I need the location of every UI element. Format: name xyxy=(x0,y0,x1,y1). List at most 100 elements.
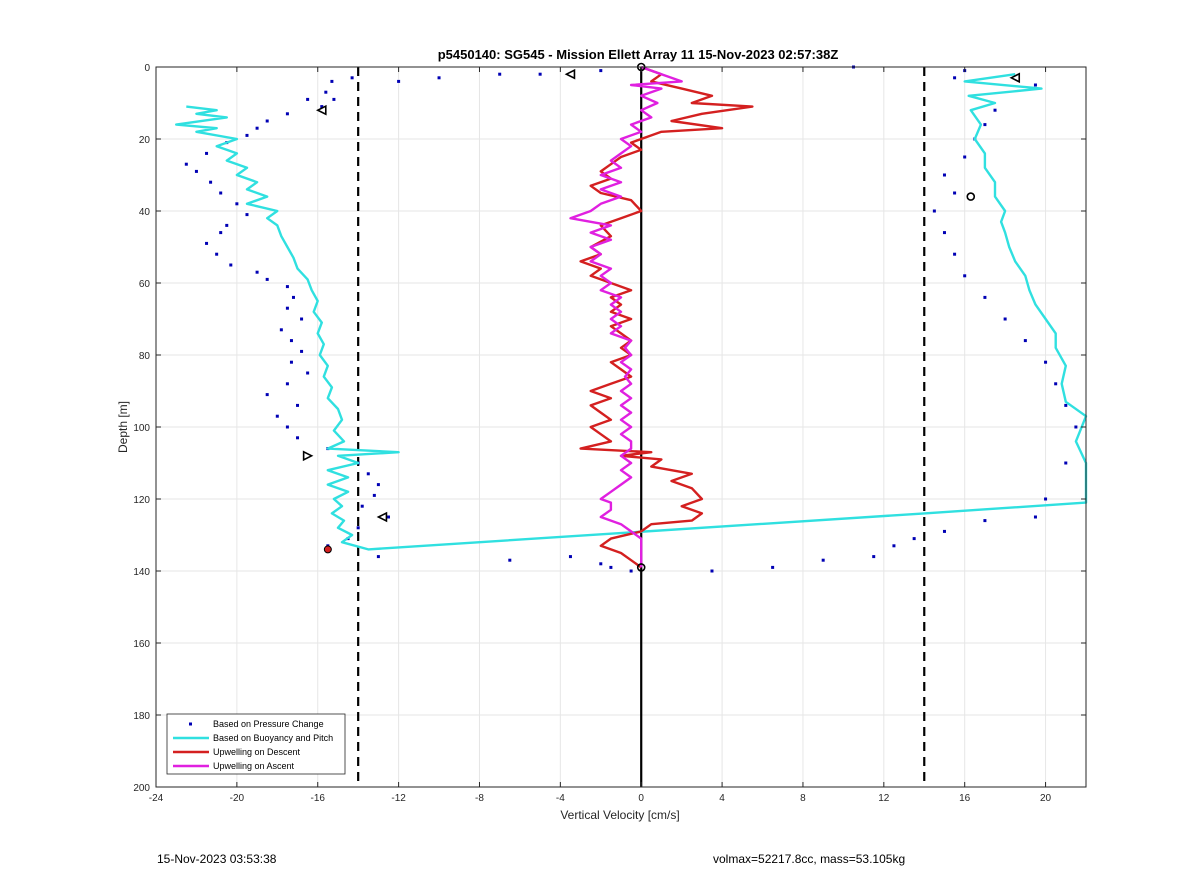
pressure-change-point xyxy=(265,119,269,123)
pressure-change-point xyxy=(568,555,572,559)
pressure-change-point xyxy=(710,569,714,573)
pressure-change-point xyxy=(599,69,603,73)
pressure-change-point xyxy=(285,382,289,386)
pressure-change-point xyxy=(963,274,967,278)
triangle-marker xyxy=(564,68,576,80)
pressure-change-point xyxy=(872,555,876,559)
pressure-change-point xyxy=(1054,382,1058,386)
x-tick-label: 4 xyxy=(719,793,725,804)
pressure-change-point xyxy=(1064,403,1068,407)
pressure-change-point xyxy=(279,328,283,332)
pressure-change-point xyxy=(1044,497,1048,501)
y-tick-label: 200 xyxy=(133,783,150,794)
pressure-change-point xyxy=(932,209,936,213)
chart-title: p5450140: SG545 - Mission Ellett Array 1… xyxy=(438,47,839,62)
x-tick-label: -4 xyxy=(556,793,565,804)
y-axis-ticks: 0 20 40 60 80 100 120 140 160 180 200 xyxy=(133,63,1086,794)
pressure-change-point xyxy=(1064,461,1068,465)
legend-swatch-point xyxy=(189,722,192,726)
pressure-change-point xyxy=(245,133,249,137)
x-axis-ticks: -24 -20 -16 -12 -8 -4 0 4 8 12 16 20 xyxy=(149,67,1052,804)
y-tick-label: 100 xyxy=(133,423,150,434)
pressure-change-point xyxy=(356,526,360,530)
pressure-change-point xyxy=(285,285,289,289)
x-tick-label: -8 xyxy=(475,793,484,804)
pressure-change-point xyxy=(397,79,401,83)
pressure-change-point xyxy=(330,79,334,83)
series-layer xyxy=(175,65,1088,573)
pressure-change-point xyxy=(953,252,957,256)
pressure-change-point xyxy=(215,252,219,256)
pressure-change-point xyxy=(324,90,328,94)
pressure-change-point xyxy=(219,231,223,235)
pressure-change-point xyxy=(296,403,300,407)
pressure-change-point xyxy=(892,544,896,548)
pressure-change-point xyxy=(306,371,310,375)
pressure-change-point xyxy=(609,565,613,569)
pressure-change-point xyxy=(821,558,825,562)
x-tick-label: 20 xyxy=(1040,793,1052,804)
legend-label: Upwelling on Ascent xyxy=(213,761,295,771)
pressure-change-point xyxy=(289,360,293,364)
upwelling-on-ascent-line xyxy=(569,65,683,568)
pressure-change-point xyxy=(194,169,198,173)
circle-marker xyxy=(323,545,332,554)
x-tick-label: -20 xyxy=(230,793,245,804)
pressure-change-point xyxy=(229,263,233,267)
pressure-change-point xyxy=(963,155,967,159)
x-tick-label: 0 xyxy=(638,793,644,804)
pressure-change-point xyxy=(1003,317,1007,321)
circle-marker xyxy=(636,563,646,572)
grid xyxy=(155,66,1086,788)
pressure-change-point xyxy=(285,112,289,116)
pressure-change-point xyxy=(296,436,300,440)
pressure-change-point xyxy=(306,97,310,101)
markers-layer xyxy=(302,62,1021,572)
pressure-change-point xyxy=(983,519,987,523)
pressure-change-point xyxy=(942,529,946,533)
pressure-change-point xyxy=(942,231,946,235)
y-tick-label: 0 xyxy=(144,63,150,74)
pressure-change-point xyxy=(953,76,957,80)
pressure-change-point xyxy=(350,76,354,80)
x-tick-label: 12 xyxy=(878,793,890,804)
pressure-change-point xyxy=(265,277,269,281)
pressure-change-point xyxy=(376,483,380,487)
pressure-change-point xyxy=(942,173,946,177)
pressure-change-point xyxy=(912,537,916,541)
legend-label: Upwelling on Descent xyxy=(213,747,301,757)
pressure-change-point xyxy=(1044,360,1048,364)
pressure-change-point xyxy=(771,565,775,569)
pressure-change-point xyxy=(289,339,293,343)
circle-marker xyxy=(966,192,976,201)
pressure-change-point xyxy=(366,472,370,476)
triangle-marker xyxy=(315,104,327,116)
pressure-change-point xyxy=(508,558,512,562)
pressure-change-point xyxy=(599,562,603,566)
pressure-change-point xyxy=(265,393,269,397)
footer-timestamp: 15-Nov-2023 03:53:38 xyxy=(157,852,277,866)
pressure-change-point xyxy=(983,295,987,299)
pressure-change-point xyxy=(235,202,239,206)
x-tick-label: -12 xyxy=(391,793,406,804)
pressure-change-point xyxy=(225,223,229,227)
pressure-change-point xyxy=(360,504,364,508)
triangle-marker xyxy=(376,511,388,523)
pressure-change-point xyxy=(1033,83,1037,87)
pressure-change-point xyxy=(285,306,289,310)
pressure-change-point xyxy=(184,162,188,166)
based-on-buoyancy-and-pitch-line xyxy=(175,73,1088,551)
legend-label: Based on Buoyancy and Pitch xyxy=(213,733,333,743)
pressure-change-point xyxy=(219,191,223,195)
x-axis-label: Vertical Velocity [cm/s] xyxy=(560,808,679,822)
pressure-change-point xyxy=(1033,515,1037,519)
pressure-change-point xyxy=(1074,425,1078,429)
pressure-change-point xyxy=(255,126,259,130)
series-pressure-change xyxy=(184,65,1078,573)
pressure-change-point xyxy=(320,105,324,109)
pressure-change-point xyxy=(285,425,289,429)
x-tick-label: 8 xyxy=(800,793,806,804)
pressure-change-point xyxy=(387,515,390,519)
pressure-change-point xyxy=(953,191,957,195)
